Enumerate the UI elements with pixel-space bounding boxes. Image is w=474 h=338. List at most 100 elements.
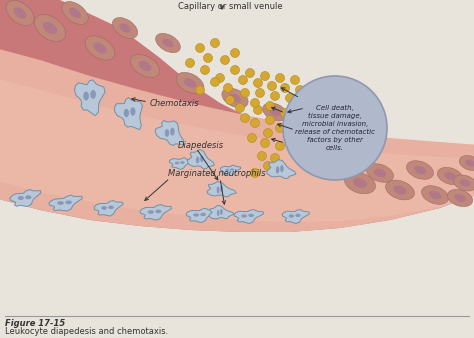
- Ellipse shape: [374, 169, 386, 177]
- Ellipse shape: [155, 33, 180, 53]
- Ellipse shape: [289, 214, 294, 218]
- Circle shape: [275, 142, 284, 150]
- Circle shape: [195, 44, 204, 52]
- Circle shape: [291, 75, 300, 84]
- Circle shape: [250, 98, 259, 107]
- Circle shape: [254, 78, 263, 88]
- Circle shape: [267, 81, 276, 91]
- Ellipse shape: [196, 156, 200, 163]
- Text: Marginated neutrophils: Marginated neutrophils: [168, 169, 265, 177]
- Ellipse shape: [90, 90, 96, 99]
- Circle shape: [226, 96, 235, 104]
- Ellipse shape: [200, 213, 206, 216]
- Ellipse shape: [299, 155, 321, 171]
- Ellipse shape: [460, 179, 470, 187]
- Ellipse shape: [465, 160, 474, 166]
- Circle shape: [281, 108, 290, 118]
- Ellipse shape: [366, 164, 393, 182]
- Ellipse shape: [165, 129, 169, 137]
- Ellipse shape: [163, 39, 173, 47]
- Ellipse shape: [220, 209, 223, 215]
- Ellipse shape: [414, 166, 426, 174]
- Ellipse shape: [459, 155, 474, 170]
- Ellipse shape: [229, 94, 241, 102]
- Ellipse shape: [83, 92, 89, 100]
- Ellipse shape: [305, 159, 315, 167]
- Text: Cell death,
tissue damage,
microbial invasion,
release of chemotactic
factors by: Cell death, tissue damage, microbial inv…: [295, 105, 375, 151]
- Polygon shape: [0, 78, 474, 222]
- Ellipse shape: [444, 172, 456, 180]
- Polygon shape: [186, 208, 215, 222]
- Ellipse shape: [220, 185, 223, 192]
- Circle shape: [250, 169, 259, 177]
- Ellipse shape: [14, 7, 27, 19]
- Ellipse shape: [176, 72, 204, 94]
- Polygon shape: [207, 182, 237, 197]
- Ellipse shape: [108, 206, 114, 209]
- Circle shape: [254, 105, 263, 115]
- Ellipse shape: [280, 165, 283, 172]
- Ellipse shape: [18, 196, 24, 200]
- Ellipse shape: [407, 161, 434, 179]
- Ellipse shape: [170, 128, 174, 136]
- Polygon shape: [140, 204, 172, 220]
- Circle shape: [246, 69, 255, 77]
- Ellipse shape: [335, 166, 346, 174]
- Ellipse shape: [119, 23, 131, 33]
- Circle shape: [275, 73, 284, 82]
- Ellipse shape: [353, 178, 367, 188]
- Circle shape: [236, 103, 245, 113]
- Polygon shape: [49, 195, 82, 211]
- Ellipse shape: [101, 206, 107, 210]
- Circle shape: [281, 83, 290, 93]
- Polygon shape: [187, 150, 214, 169]
- Circle shape: [295, 105, 304, 115]
- Circle shape: [295, 86, 304, 95]
- Ellipse shape: [34, 15, 66, 42]
- Circle shape: [220, 55, 229, 65]
- Circle shape: [264, 162, 273, 170]
- Ellipse shape: [85, 36, 115, 60]
- Text: Figure 17-15: Figure 17-15: [5, 319, 65, 328]
- Polygon shape: [209, 206, 234, 219]
- Circle shape: [230, 48, 239, 57]
- Circle shape: [240, 89, 249, 97]
- Ellipse shape: [130, 107, 136, 116]
- Polygon shape: [10, 190, 41, 207]
- Circle shape: [275, 123, 284, 132]
- Ellipse shape: [295, 214, 301, 217]
- Ellipse shape: [43, 22, 57, 34]
- Circle shape: [185, 58, 194, 68]
- Polygon shape: [0, 48, 474, 232]
- Circle shape: [265, 116, 274, 124]
- Ellipse shape: [276, 166, 279, 174]
- Circle shape: [285, 94, 294, 102]
- Ellipse shape: [200, 155, 204, 162]
- Circle shape: [271, 92, 280, 100]
- Ellipse shape: [269, 108, 281, 116]
- Text: Leukocyte diapedesis and chemotaxis.: Leukocyte diapedesis and chemotaxis.: [5, 327, 168, 336]
- Polygon shape: [94, 200, 123, 216]
- Circle shape: [261, 139, 270, 147]
- Ellipse shape: [112, 18, 137, 39]
- Ellipse shape: [393, 186, 407, 194]
- Circle shape: [240, 114, 249, 122]
- Circle shape: [255, 89, 264, 97]
- Polygon shape: [298, 142, 322, 163]
- Ellipse shape: [93, 43, 107, 53]
- Ellipse shape: [225, 169, 229, 171]
- Ellipse shape: [438, 167, 463, 185]
- Ellipse shape: [57, 201, 64, 205]
- Ellipse shape: [217, 210, 219, 216]
- Ellipse shape: [328, 161, 353, 179]
- Ellipse shape: [453, 175, 474, 191]
- Polygon shape: [0, 0, 474, 232]
- Ellipse shape: [180, 161, 184, 164]
- Circle shape: [265, 101, 274, 111]
- Text: Capillary or small venule: Capillary or small venule: [178, 2, 283, 11]
- Ellipse shape: [310, 149, 314, 155]
- Ellipse shape: [429, 191, 441, 199]
- Circle shape: [230, 66, 239, 74]
- Ellipse shape: [193, 213, 199, 217]
- Circle shape: [288, 134, 297, 143]
